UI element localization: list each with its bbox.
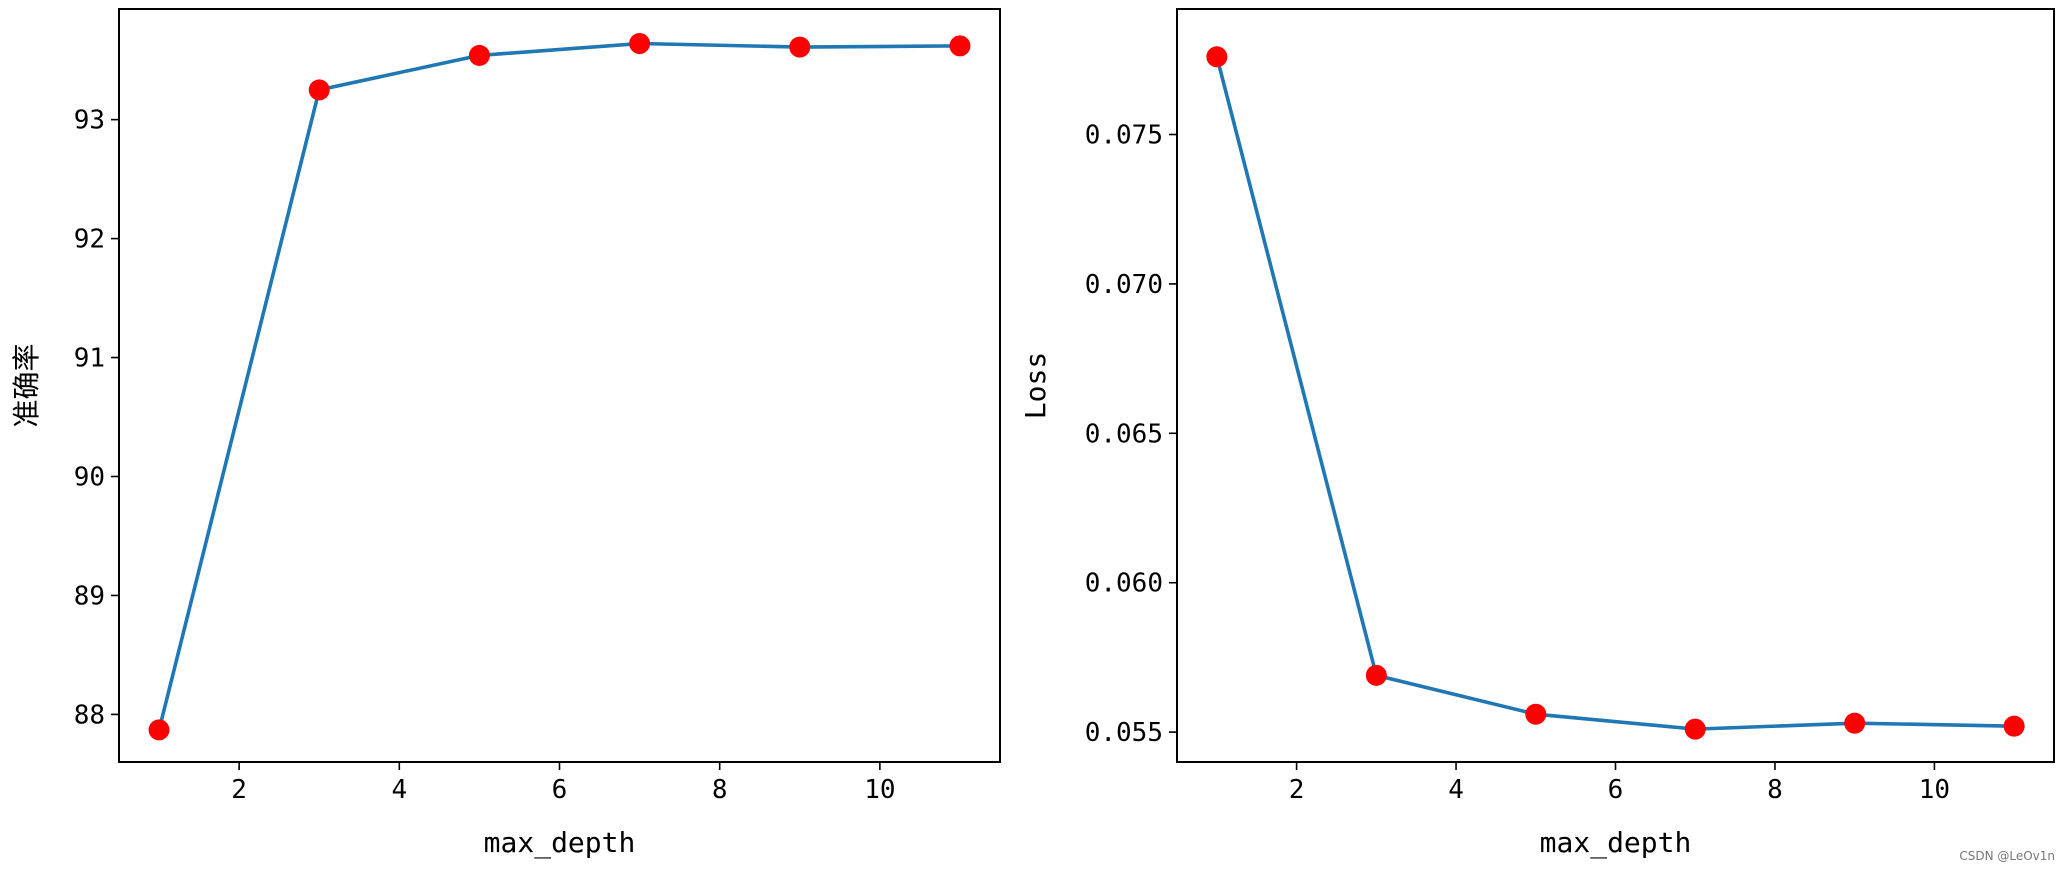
data-point	[629, 32, 651, 54]
axes-frame	[1176, 8, 2055, 763]
data-point	[1844, 712, 1866, 734]
data-point	[2003, 715, 2025, 737]
x-tick-label: 2	[1289, 775, 1305, 805]
data-point	[1525, 703, 1547, 725]
x-tick-label: 6	[552, 775, 568, 805]
y-tick-label: 0.065	[1085, 419, 1163, 449]
y-axis-label: 准确率	[10, 343, 43, 427]
data-point	[789, 36, 811, 58]
series-line	[1215, 55, 2016, 731]
x-axis-label: max_depth	[1540, 826, 1692, 860]
loss-chart: 2 4 6 8 10 0.055 0.060 0.065 0.070 0.075 max_depth…	[1019, 8, 2055, 860]
x-tick-label: 4	[391, 775, 407, 805]
x-tick-label: 6	[1608, 775, 1624, 805]
y-tick-label: 93	[74, 106, 105, 136]
x-tick-label: 2	[231, 775, 247, 805]
x-tick-label: 4	[1448, 775, 1464, 805]
x-tick-label: 10	[1919, 775, 1950, 805]
y-axis-label: Loss	[1019, 352, 1052, 419]
y-tick-label: 90	[74, 463, 105, 493]
y-tick-label: 0.075	[1085, 121, 1163, 151]
y-tick-label: 0.070	[1085, 270, 1163, 300]
x-axis-label: max_depth	[484, 826, 636, 860]
y-tick-label: 0.060	[1085, 569, 1163, 599]
axes-frame	[118, 8, 1001, 763]
x-tick-label: 10	[864, 775, 895, 805]
y-tick-label: 89	[74, 581, 105, 611]
data-point	[308, 79, 330, 101]
y-tick-label: 92	[74, 225, 105, 255]
data-point	[1365, 664, 1387, 686]
y-tick-label: 91	[74, 344, 105, 374]
watermark: CSDN @LeOv1n	[1959, 849, 2055, 863]
data-point	[1684, 718, 1706, 740]
y-tick-label: 0.055	[1085, 718, 1163, 748]
data-point	[148, 719, 170, 741]
y-tick-label: 88	[74, 700, 105, 730]
x-tick-label: 8	[712, 775, 728, 805]
data-point	[949, 35, 971, 57]
accuracy-chart: 2 4 6 8 10 88 89 90 91 92 93 max_depth 准确率	[10, 8, 1001, 860]
series-line	[157, 41, 962, 732]
data-point	[1206, 46, 1228, 68]
x-tick-label: 8	[1767, 775, 1783, 805]
data-point	[468, 44, 490, 66]
